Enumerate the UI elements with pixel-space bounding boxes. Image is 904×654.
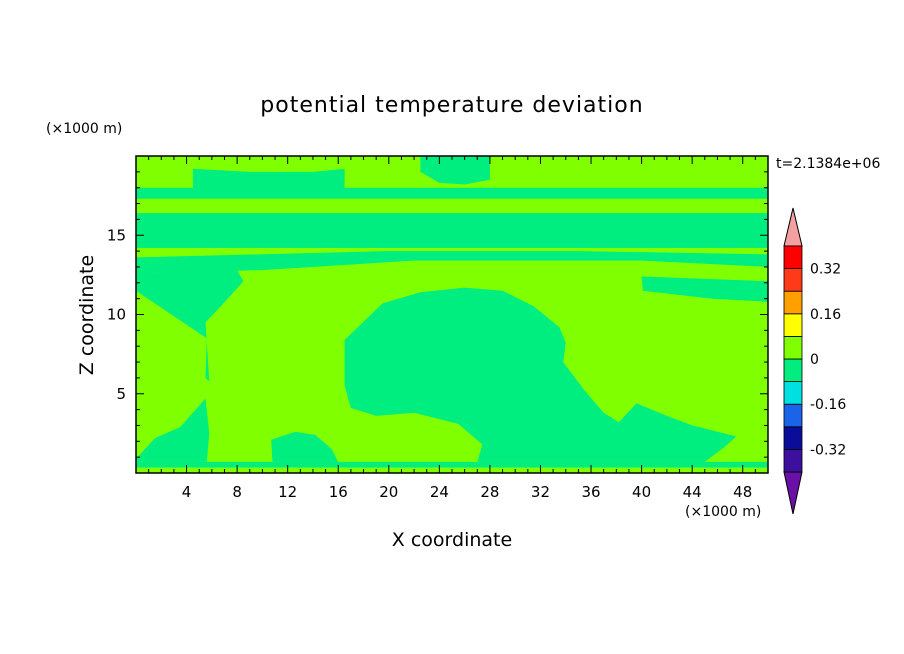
colorbar-label: 0.16 <box>810 307 841 323</box>
x-tick-label: 20 <box>379 483 398 501</box>
colorbar-band <box>783 245 803 270</box>
colorbar-band <box>783 335 803 360</box>
colorbar-lower-arrow <box>783 471 803 515</box>
colorbar: 0.32 0.16 0 -0.16 -0.32 <box>783 207 846 515</box>
x-tick-label: 36 <box>581 483 600 501</box>
colorbar-band <box>783 290 803 315</box>
colorbar-upper-arrow <box>783 207 803 247</box>
colorbar-band <box>783 268 803 292</box>
x-tick-label: 28 <box>480 483 499 501</box>
colorbar-band <box>783 448 803 473</box>
x-tick-label: 24 <box>430 483 449 501</box>
colorbar-label: 0.32 <box>810 262 841 278</box>
chart-title: potential temperature deviation <box>260 93 643 118</box>
colorbar-band <box>783 381 803 405</box>
contour-region-6 <box>420 156 490 185</box>
contour-region-8 <box>136 270 244 382</box>
colorbar-band <box>783 426 803 450</box>
contour-region-2 <box>136 213 768 248</box>
x-tick-label: 48 <box>733 483 752 501</box>
contour-region-7 <box>136 398 210 462</box>
x-tick-label: 32 <box>531 483 550 501</box>
contour-region-9 <box>344 287 737 462</box>
contour-region-10 <box>271 431 339 462</box>
x-axis-label: X coordinate <box>392 529 512 551</box>
contour-region-3 <box>136 251 768 274</box>
colorbar-band <box>783 358 803 383</box>
colorbar-label: -0.16 <box>810 397 846 413</box>
y-tick-label: 15 <box>107 226 126 244</box>
y-tick-label: 5 <box>116 385 126 403</box>
x-tick-label: 8 <box>232 483 242 501</box>
x-tick-label: 12 <box>278 483 297 501</box>
x-tick-label: 16 <box>329 483 348 501</box>
colorbar-label: 0 <box>810 352 819 368</box>
colorbar-band <box>783 313 803 337</box>
time-label: t=2.1384e+06 <box>776 156 880 172</box>
x-tick-label: 4 <box>182 483 192 501</box>
x-tick-label: 44 <box>683 483 702 501</box>
x-unit-label: (×1000 m) <box>685 504 761 520</box>
y-tick-label: 10 <box>107 306 126 324</box>
contour-region-11 <box>641 276 768 302</box>
colorbar-band <box>783 403 803 428</box>
y-unit-label: (×1000 m) <box>46 121 122 137</box>
colorbar-label: -0.32 <box>810 442 846 458</box>
contour-region-5 <box>192 168 345 196</box>
contour-fill <box>136 156 768 473</box>
contour-region-1 <box>136 461 768 468</box>
y-axis-label: Z coordinate <box>76 255 98 375</box>
x-tick-label: 40 <box>632 483 651 501</box>
